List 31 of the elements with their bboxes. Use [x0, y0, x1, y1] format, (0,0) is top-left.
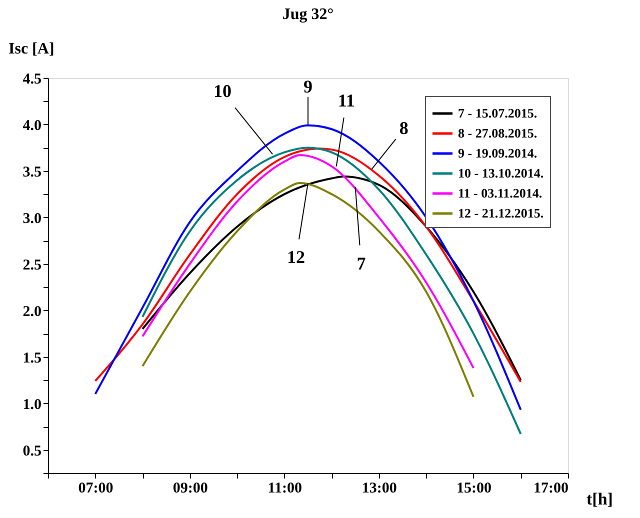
legend-label: 8 - 27.08.2015. — [458, 126, 538, 140]
x-axis-title: t[h] — [586, 490, 613, 508]
annotation: 9 — [304, 76, 312, 96]
annotation: 10 — [214, 81, 232, 102]
annotation: 7 — [356, 254, 366, 274]
y-tick-label: 2.5 — [22, 257, 42, 274]
y-tick-label: 2.0 — [22, 304, 42, 320]
y-tick-label: 4.5 — [22, 72, 42, 88]
annotation: 8 — [399, 118, 408, 138]
legend-label: 11 - 03.11.2014. — [458, 186, 542, 200]
legend-label: 9 - 19.09.2014. — [458, 146, 538, 160]
annotation: 12 — [287, 247, 305, 268]
x-tick-label: 13:00 — [362, 480, 397, 496]
annotation: 11 — [338, 90, 355, 110]
y-tick-label: 1.5 — [22, 350, 42, 366]
legend-label: 7 - 15.07.2015. — [458, 106, 538, 120]
y-tick-label: 3.5 — [22, 164, 42, 180]
x-tick-label: 11:00 — [268, 480, 302, 496]
x-tick-label: 17:00 — [534, 480, 568, 496]
y-tick-label: 1.0 — [22, 396, 42, 413]
x-tick-label: 15:00 — [456, 480, 492, 496]
chart-title: Jug 32° — [282, 6, 334, 23]
y-tick-label: 0.5 — [22, 443, 42, 460]
legend-label: 10 - 13.10.2014. — [458, 166, 544, 180]
legend-label: 12 - 21.12.2015. — [458, 206, 544, 220]
y-tick-label: 3.0 — [22, 210, 42, 227]
x-tick-label: 09:00 — [172, 480, 208, 496]
y-axis-title: Isc [A] — [8, 40, 54, 58]
y-tick-label: 4.0 — [22, 118, 42, 134]
x-tick-label: 07:00 — [78, 480, 114, 496]
line-series — [142, 182, 474, 398]
